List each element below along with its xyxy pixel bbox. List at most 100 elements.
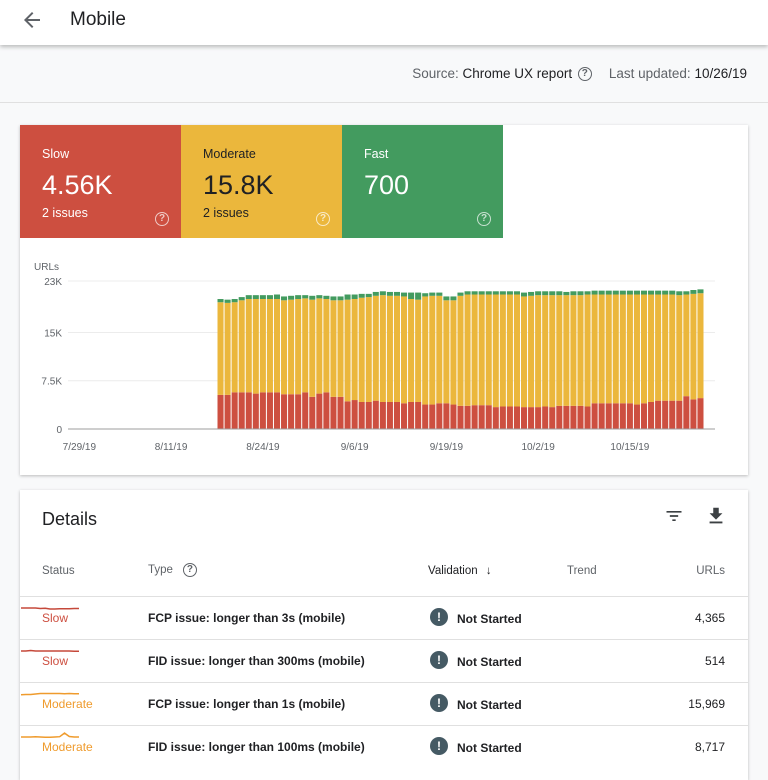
bar-moderate bbox=[358, 297, 365, 402]
x-tick-label: 10/15/19 bbox=[610, 442, 649, 453]
arrow-left-icon[interactable] bbox=[20, 8, 44, 32]
y-tick-label: 15K bbox=[44, 328, 62, 339]
last-updated-label: Last updated: bbox=[608, 66, 691, 81]
bar-fast bbox=[422, 293, 429, 297]
help-icon[interactable]: ? bbox=[155, 212, 169, 226]
x-tick-label: 8/24/19 bbox=[246, 442, 280, 453]
bar-slow bbox=[217, 394, 224, 429]
details-card: Details Status Type? Validation ↓ Trend … bbox=[20, 490, 748, 780]
bar-slow bbox=[379, 401, 386, 429]
col-validation[interactable]: Validation ↓ bbox=[428, 565, 492, 577]
bar-fast bbox=[386, 291, 393, 296]
bar-slow bbox=[506, 406, 513, 429]
bar-fast bbox=[231, 299, 238, 303]
bar-fast bbox=[556, 291, 563, 296]
tile-fast[interactable]: Fast 700 ? bbox=[342, 125, 503, 238]
bar-moderate bbox=[669, 294, 676, 401]
bar-fast bbox=[619, 290, 626, 295]
bar-moderate bbox=[372, 295, 379, 401]
bar-fast bbox=[344, 294, 351, 300]
table-row[interactable]: Moderate FCP issue: longer than 1s (mobi… bbox=[20, 682, 748, 725]
bar-fast bbox=[316, 295, 323, 299]
bar-fast bbox=[351, 294, 358, 300]
help-icon[interactable]: ? bbox=[477, 212, 491, 226]
bar-slow bbox=[528, 407, 535, 429]
bar-fast bbox=[598, 290, 605, 295]
bar-moderate bbox=[457, 295, 464, 406]
bar-fast bbox=[245, 295, 252, 300]
bar-moderate bbox=[408, 299, 415, 402]
download-icon[interactable] bbox=[705, 505, 727, 527]
bar-moderate bbox=[316, 298, 323, 394]
bar-slow bbox=[478, 405, 485, 429]
bar-moderate bbox=[662, 294, 669, 401]
bar-slow bbox=[485, 405, 492, 429]
source-value: Chrome UX report bbox=[462, 66, 573, 81]
filter-icon[interactable] bbox=[664, 506, 684, 526]
bar-fast bbox=[224, 299, 231, 303]
bar-slow bbox=[598, 403, 605, 429]
table-row[interactable]: Slow FCP issue: longer than 3s (mobile) … bbox=[20, 596, 748, 639]
bar-fast bbox=[591, 290, 598, 295]
bar-moderate bbox=[598, 294, 605, 404]
table-row[interactable]: Moderate FID issue: longer than 100ms (m… bbox=[20, 725, 748, 768]
col-type: Type? bbox=[148, 563, 197, 577]
bar-moderate bbox=[231, 302, 238, 393]
help-icon[interactable]: ? bbox=[182, 563, 197, 577]
issue-type: FCP issue: longer than 1s (mobile) bbox=[148, 697, 346, 711]
tile-label: Moderate bbox=[203, 147, 256, 161]
bar-fast bbox=[626, 290, 633, 295]
bar-fast bbox=[648, 290, 655, 295]
bar-fast bbox=[520, 292, 528, 297]
bar-moderate bbox=[436, 295, 443, 404]
bar-moderate bbox=[570, 295, 577, 406]
tile-moderate[interactable]: Moderate 15.8K 2 issues ? bbox=[181, 125, 342, 238]
help-icon[interactable]: ? bbox=[577, 66, 592, 81]
bar-moderate bbox=[563, 295, 570, 406]
bar-slow bbox=[690, 399, 697, 429]
table-row[interactable]: Slow FID issue: longer than 300ms (mobil… bbox=[20, 639, 748, 682]
bar-slow bbox=[436, 403, 443, 429]
bar-moderate bbox=[605, 294, 612, 404]
bar-fast bbox=[443, 296, 450, 301]
bar-moderate bbox=[365, 297, 372, 402]
bar-moderate bbox=[506, 294, 513, 407]
bar-moderate bbox=[492, 294, 499, 408]
bar-slow bbox=[605, 403, 612, 429]
trend-sparkline bbox=[21, 607, 79, 610]
bar-moderate bbox=[471, 294, 478, 406]
bar-slow bbox=[316, 393, 323, 429]
help-icon[interactable]: ? bbox=[316, 212, 330, 226]
bar-fast bbox=[323, 295, 330, 300]
bar-moderate bbox=[612, 294, 619, 404]
bar-slow bbox=[238, 392, 245, 429]
bar-moderate bbox=[690, 293, 697, 400]
bar-fast bbox=[457, 292, 464, 296]
alert-icon: ! bbox=[430, 608, 448, 626]
bar-moderate bbox=[542, 295, 549, 407]
x-tick-label: 9/6/19 bbox=[341, 442, 369, 453]
bar-fast bbox=[492, 291, 499, 295]
bar-fast bbox=[655, 290, 662, 295]
trend-line bbox=[21, 607, 79, 610]
bar-slow bbox=[648, 401, 655, 429]
bar-slow bbox=[344, 401, 351, 429]
bar-fast bbox=[584, 291, 591, 295]
alert-icon: ! bbox=[430, 651, 448, 669]
bar-moderate bbox=[535, 295, 542, 408]
bar-slow bbox=[302, 392, 309, 429]
bar-slow bbox=[633, 404, 640, 429]
bar-fast bbox=[408, 292, 415, 300]
bar-fast bbox=[464, 291, 471, 295]
bar-fast bbox=[563, 291, 570, 296]
bar-fast bbox=[570, 291, 577, 296]
bar-fast bbox=[429, 292, 436, 296]
bar-slow bbox=[492, 407, 499, 429]
bar-fast bbox=[549, 291, 556, 296]
x-tick-label: 10/2/19 bbox=[521, 442, 555, 453]
bar-fast bbox=[697, 289, 704, 294]
url-count: 8,717 bbox=[694, 740, 725, 754]
bar-slow bbox=[584, 406, 591, 429]
tile-slow[interactable]: Slow 4.56K 2 issues ? bbox=[20, 125, 181, 238]
tile-label: Slow bbox=[42, 147, 70, 161]
